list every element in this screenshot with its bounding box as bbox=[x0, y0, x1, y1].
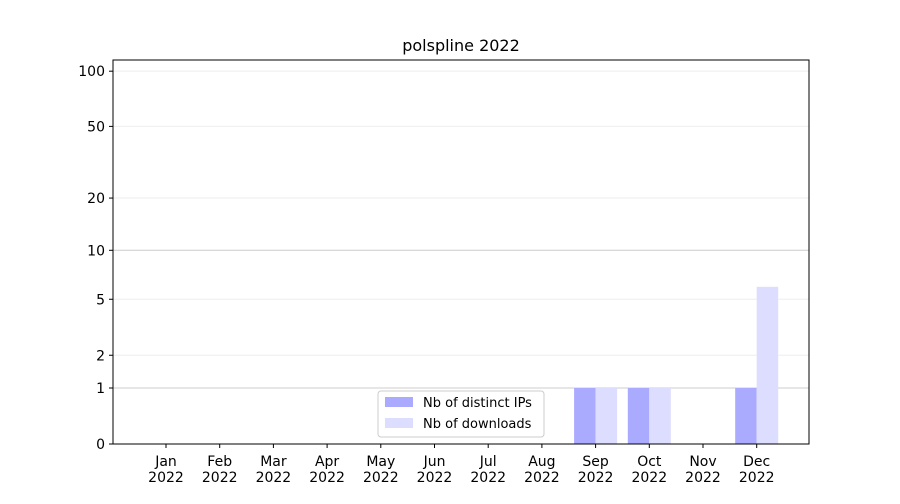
legend-swatch bbox=[385, 418, 413, 428]
y-tick-label: 0 bbox=[96, 437, 105, 453]
y-tick-label: 1 bbox=[96, 381, 105, 397]
bar bbox=[627, 388, 650, 444]
chart-title: polspline 2022 bbox=[402, 36, 520, 55]
x-tick-label: May 2022 bbox=[363, 454, 399, 486]
y-tick-label: 5 bbox=[96, 292, 105, 308]
y-tick-label: 10 bbox=[87, 243, 105, 259]
x-tick-label: Jun 2022 bbox=[417, 454, 453, 486]
x-tick-label: Mar 2022 bbox=[256, 454, 292, 486]
x-tick-label: Aug 2022 bbox=[524, 454, 560, 486]
x-tick-label: Apr 2022 bbox=[309, 454, 345, 486]
legend-label: Nb of distinct IPs bbox=[423, 396, 532, 411]
bar bbox=[756, 286, 779, 444]
x-tick-label: Feb 2022 bbox=[202, 454, 238, 486]
x-tick-label: Nov 2022 bbox=[685, 454, 721, 486]
bar bbox=[735, 388, 757, 444]
x-tick-label: Jan 2022 bbox=[148, 454, 184, 486]
legend: Nb of distinct IPs Nb of downloads bbox=[377, 390, 545, 438]
legend-frame bbox=[377, 390, 545, 438]
x-tick-label: Jul 2022 bbox=[470, 454, 506, 486]
legend-label: Nb of downloads bbox=[423, 417, 532, 432]
y-tick-label: 20 bbox=[87, 191, 105, 207]
bar bbox=[649, 388, 671, 444]
x-tick-label: Dec 2022 bbox=[739, 454, 775, 486]
plot-frame bbox=[112, 59, 810, 445]
legend-swatch bbox=[385, 397, 413, 407]
x-tick-label: Sep 2022 bbox=[578, 454, 614, 486]
y-tick-label: 2 bbox=[96, 348, 105, 364]
bar bbox=[574, 388, 596, 444]
y-tick-label: 50 bbox=[87, 119, 105, 135]
bar bbox=[595, 388, 618, 444]
x-tick-label: Oct 2022 bbox=[631, 454, 667, 486]
y-tick-label: 100 bbox=[78, 64, 105, 80]
